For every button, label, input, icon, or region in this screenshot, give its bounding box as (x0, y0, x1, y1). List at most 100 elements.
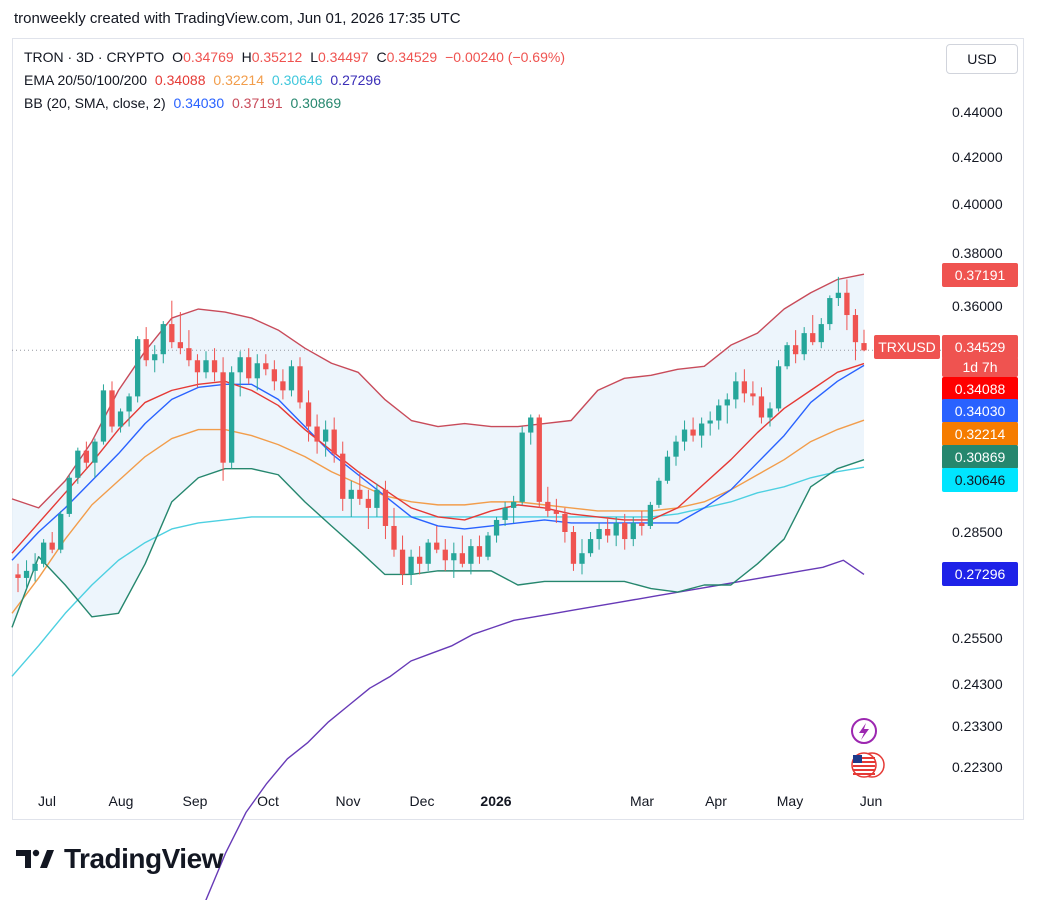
candle-body (425, 542, 431, 564)
candle-body (451, 553, 457, 561)
candle-body (510, 501, 517, 508)
candle-body (596, 528, 602, 540)
y-axis-tick-label: 0.28500 (952, 524, 1003, 540)
price-label-ema200-bg (942, 562, 1018, 586)
chart-caption: tronweekly created with TradingView.com,… (14, 10, 461, 27)
legend-ema-row[interactable]: EMA 20/50/100/200 0.34088 0.32214 0.3064… (24, 72, 385, 88)
candle-body (835, 292, 842, 299)
candle-body (280, 381, 286, 391)
candle-body (485, 535, 491, 557)
bb-lower-line (11, 459, 865, 628)
price-label-countdown-bg (942, 357, 1018, 377)
candle-body (690, 429, 696, 436)
legend-bb-lower: 0.30869 (290, 95, 342, 111)
candle-body (83, 450, 90, 463)
candle-body (673, 441, 679, 457)
candle-body (348, 489, 354, 499)
candle-body (758, 396, 765, 418)
ema50-line (11, 419, 865, 614)
legend-ema-label: EMA 20/50/100/200 (24, 72, 147, 88)
price-label-countdown: 1d 7h (962, 359, 997, 375)
legend-bb-basis: 0.34030 (173, 95, 225, 111)
candle-body (622, 522, 628, 540)
price-label-bb-upper: 0.37191 (955, 267, 1006, 283)
candle-body (314, 426, 320, 442)
ema20-line (11, 362, 865, 554)
legend-symbol-row: TRON · 3D · CRYPTO O0.34769 H0.35212 L0.… (24, 49, 569, 65)
legend-ema100: 0.30646 (271, 72, 323, 88)
x-axis-tick-label: Oct (257, 793, 279, 809)
candle-body (134, 339, 141, 397)
candle-body (322, 429, 329, 442)
candle-body (553, 510, 560, 514)
candle-body (861, 343, 867, 351)
candle-body (23, 570, 30, 578)
us-flag-stripe (853, 757, 875, 759)
legend-symbol[interactable]: TRON · 3D · CRYPTO (24, 49, 165, 65)
candle-body (630, 522, 636, 540)
tradingview-logo[interactable]: TradingView (16, 843, 223, 875)
candle-body (160, 324, 166, 355)
price-label-bb-upper-bg (942, 263, 1018, 287)
candle-body (724, 399, 730, 406)
legend-close-label: C (376, 49, 387, 65)
x-axis-tick-label: Apr (705, 793, 727, 809)
candle-body (399, 549, 406, 575)
x-axis-tick-label: 2026 (480, 793, 511, 809)
y-axis-tick-label: 0.36000 (952, 298, 1003, 314)
candle-body (528, 417, 534, 433)
bb-band-fill (12, 274, 864, 628)
legend-bb-row[interactable]: BB (20, SMA, close, 2) 0.34030 0.37191 0… (24, 95, 345, 111)
candle-body (40, 542, 47, 564)
candle-body (126, 396, 132, 412)
currency-button[interactable]: USD (946, 44, 1018, 74)
candle-body (459, 553, 466, 564)
y-axis-tick-label: 0.24300 (952, 676, 1003, 692)
y-axis-tick-label: 0.38000 (952, 245, 1003, 261)
candle-body (493, 519, 500, 536)
candle-body (237, 357, 243, 373)
x-axis-tick-label: Mar (630, 793, 654, 809)
candle-body (177, 342, 184, 349)
candle-body (604, 528, 611, 536)
legend-low-label: L (310, 49, 318, 65)
price-label-last: 0.34529 (955, 339, 1006, 355)
candle-body (254, 363, 260, 379)
legend-bb-upper: 0.37191 (232, 95, 283, 111)
candle-body (801, 333, 807, 355)
price-label-ema200: 0.27296 (955, 566, 1006, 582)
price-label-ema100-bg (942, 468, 1018, 492)
candle-body (297, 366, 303, 403)
y-axis-tick-label: 0.22300 (952, 759, 1003, 775)
candle-body (707, 420, 713, 424)
us-flag-stripe (853, 773, 875, 775)
legend-ema50: 0.32214 (213, 72, 264, 88)
us-flag-canton (853, 755, 862, 763)
candle-body (32, 563, 38, 571)
candle-body (570, 532, 577, 564)
candle-body (613, 522, 619, 536)
candle-body (374, 489, 380, 508)
candle-body (288, 366, 295, 391)
x-axis-tick-label: Aug (109, 793, 134, 809)
candle-body (152, 354, 158, 361)
candle-body (263, 363, 269, 370)
us-flag-stripe (853, 765, 875, 767)
price-label-bb-basis-bg (942, 399, 1018, 423)
lightning-bolt-glyph (859, 723, 869, 740)
candle-body (476, 546, 483, 557)
candle-body (716, 405, 722, 421)
legend-open: 0.34769 (183, 49, 234, 65)
candle-body (681, 429, 688, 442)
candle-body (357, 489, 363, 499)
candle-body (203, 360, 209, 373)
legend-close: 0.34529 (386, 49, 438, 65)
candle-body (656, 480, 662, 505)
price-label-bb-lower: 0.30869 (955, 449, 1006, 465)
candle-body (408, 556, 414, 575)
price-label-ema50-bg (942, 422, 1018, 446)
chart-frame[interactable] (12, 38, 1024, 820)
candle-body (519, 432, 525, 502)
candle-body (468, 546, 474, 564)
